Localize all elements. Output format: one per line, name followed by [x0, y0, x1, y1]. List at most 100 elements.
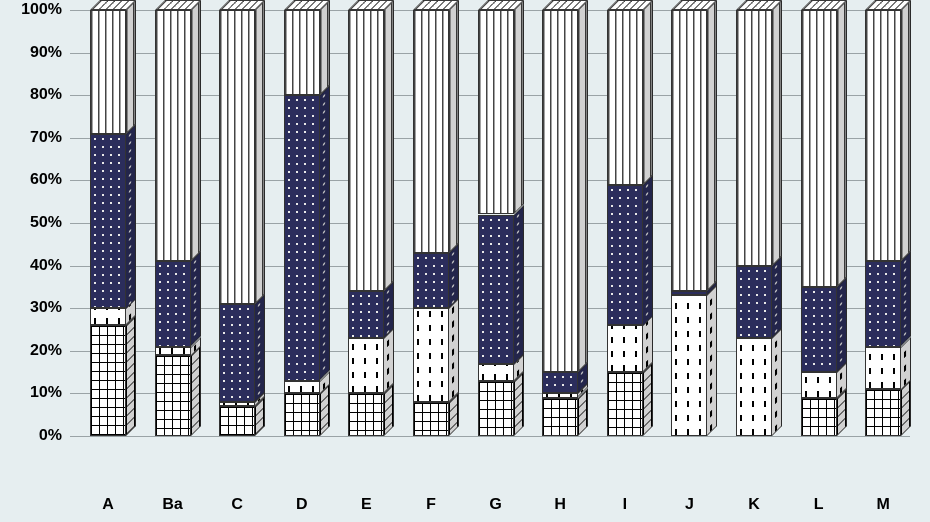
- bar-seg-vlines: [348, 10, 384, 291]
- x-tick-label: G: [489, 496, 501, 514]
- bar-seg-brick: [284, 393, 320, 436]
- bar-seg-dash: [671, 295, 707, 436]
- bar-I: [607, 10, 643, 436]
- bar-seg-dash: [90, 308, 126, 325]
- bar-seg-dots: [155, 261, 191, 346]
- bar-seg-brick: [607, 372, 643, 436]
- bar-seg-side: [255, 294, 265, 402]
- bar-E: [348, 10, 384, 436]
- bar-seg-dots: [671, 291, 707, 295]
- bar-seg-dash: [542, 393, 578, 397]
- bar-seg-dots: [90, 134, 126, 309]
- bar-seg-side: [707, 0, 717, 291]
- bar-seg-brick: [155, 355, 191, 436]
- bar-seg-dots: [478, 215, 514, 364]
- bar-seg-dash: [155, 347, 191, 356]
- bar-seg-dash: [865, 347, 901, 390]
- bar-M: [865, 10, 901, 436]
- bar-seg-vlines: [607, 10, 643, 185]
- y-tick-label: 90%: [0, 44, 62, 62]
- bar-seg-dash: [219, 402, 255, 406]
- bar-D: [284, 10, 320, 436]
- bar-seg-side: [901, 251, 911, 346]
- bar-seg-side: [255, 0, 265, 304]
- bar-seg-dash: [736, 338, 772, 436]
- y-tick-label: 60%: [0, 171, 62, 189]
- y-tick-label: 100%: [0, 1, 62, 19]
- bar-seg-vlines: [155, 10, 191, 261]
- bar-seg-side: [772, 256, 782, 338]
- x-tick-label: L: [814, 496, 824, 514]
- bar-F: [413, 10, 449, 436]
- x-tick-label: D: [296, 496, 308, 514]
- bar-seg-side: [191, 345, 201, 436]
- bar-seg-dash: [413, 308, 449, 402]
- bar-seg-dots: [801, 287, 837, 372]
- y-tick-label: 70%: [0, 129, 62, 147]
- bar-seg-vlines: [542, 10, 578, 372]
- bar-seg-vlines: [219, 10, 255, 304]
- bar-seg-dash: [348, 338, 384, 393]
- bar-seg-dash: [478, 364, 514, 381]
- x-tick-label: K: [748, 496, 760, 514]
- y-tick-label: 0%: [0, 427, 62, 445]
- bar-seg-side: [514, 0, 524, 214]
- bar-seg-side: [320, 85, 330, 380]
- x-tick-label: F: [426, 496, 436, 514]
- bar-L: [801, 10, 837, 436]
- bar-seg-vlines: [478, 10, 514, 214]
- bar-seg-dash: [801, 372, 837, 398]
- bar-seg-side: [772, 0, 782, 266]
- x-tick-label: M: [877, 496, 890, 514]
- bar-seg-side: [772, 328, 782, 436]
- bar-seg-vlines: [284, 10, 320, 95]
- bar-seg-side: [578, 0, 588, 372]
- bar-seg-brick: [478, 381, 514, 436]
- y-tick-label: 20%: [0, 342, 62, 360]
- bar-seg-side: [449, 243, 459, 308]
- plot-area: [70, 10, 910, 470]
- y-tick-label: 10%: [0, 384, 62, 402]
- x-tick-label: A: [102, 496, 114, 514]
- bar-seg-side: [643, 0, 653, 185]
- bar-seg-side: [126, 315, 136, 436]
- bar-K: [736, 10, 772, 436]
- bar-seg-side: [514, 371, 524, 436]
- bar-seg-dots: [736, 266, 772, 338]
- x-tick-label: H: [554, 496, 566, 514]
- x-tick-label: J: [685, 496, 694, 514]
- bar-seg-dash: [284, 381, 320, 394]
- bar-seg-side: [514, 205, 524, 364]
- bar-seg-side: [384, 328, 394, 393]
- bar-seg-brick: [801, 398, 837, 436]
- bar-seg-brick: [413, 402, 449, 436]
- bar-seg-vlines: [736, 10, 772, 266]
- gridline: [70, 436, 910, 437]
- bar-C: [219, 10, 255, 436]
- y-tick-label: 40%: [0, 257, 62, 275]
- bar-seg-brick: [219, 406, 255, 436]
- y-tick-label: 80%: [0, 86, 62, 104]
- bar-Ba: [155, 10, 191, 436]
- bar-A: [90, 10, 126, 436]
- bar-seg-side: [320, 0, 330, 95]
- stacked-bar-chart: { "chart": { "type": "stacked-bar-100pct…: [0, 0, 930, 522]
- bar-seg-side: [901, 0, 911, 261]
- bar-H: [542, 10, 578, 436]
- bar-J: [671, 10, 707, 436]
- bar-seg-brick: [865, 389, 901, 436]
- bar-seg-side: [384, 0, 394, 291]
- bar-seg-vlines: [413, 10, 449, 253]
- bar-seg-side: [449, 298, 459, 402]
- x-tick-label: Ba: [162, 496, 182, 514]
- x-tick-label: E: [361, 496, 372, 514]
- bar-seg-dots: [219, 304, 255, 402]
- bar-seg-dash: [607, 325, 643, 372]
- bar-seg-vlines: [90, 10, 126, 134]
- bar-seg-side: [449, 0, 459, 253]
- bar-seg-dots: [607, 185, 643, 326]
- bar-seg-dots: [542, 372, 578, 393]
- bar-seg-side: [126, 124, 136, 309]
- bar-seg-dots: [413, 253, 449, 308]
- y-tick-label: 30%: [0, 299, 62, 317]
